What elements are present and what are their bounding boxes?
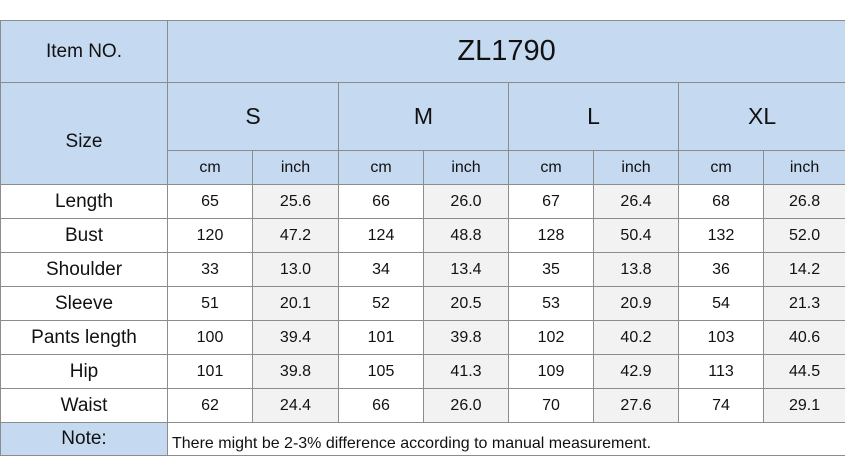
unit-row: cm inch cm inch cm inch cm inch xyxy=(1,150,845,185)
measure-value: 101 xyxy=(167,354,253,389)
measure-value: 41.3 xyxy=(423,354,509,389)
measure-row: Shoulder 33 13.0 34 13.4 35 13.8 36 14.2 xyxy=(0,252,845,287)
size-label: Size xyxy=(0,82,168,185)
measure-value: 33 xyxy=(167,252,253,287)
measure-value: 13.4 xyxy=(423,252,509,287)
item-label: Item NO. xyxy=(0,20,168,83)
size-header: L xyxy=(508,82,679,151)
measure-value: 54 xyxy=(678,286,764,321)
item-number: ZL1790 xyxy=(166,20,845,83)
measure-row: Bust 120 47.2 124 48.8 128 50.4 132 52.0 xyxy=(0,218,845,253)
measure-value: 52.0 xyxy=(762,218,845,253)
measure-value: 100 xyxy=(167,320,253,355)
unit-header: inch xyxy=(762,150,845,185)
measure-value: 20.1 xyxy=(252,286,339,321)
measure-value: 26.0 xyxy=(423,388,509,423)
measure-value: 65 xyxy=(167,184,253,219)
measure-value: 102 xyxy=(508,320,594,355)
measure-value: 39.8 xyxy=(252,354,339,389)
size-row: Size S M L XL xyxy=(0,82,845,185)
measure-value: 26.8 xyxy=(762,184,845,219)
size-chart: Item NO. ZL1790 Size S M L XL cm inch cm inch cm i… xyxy=(0,20,845,456)
measure-row: Length 65 25.6 66 26.0 67 26.4 68 26.8 xyxy=(0,184,845,219)
measure-value: 39.4 xyxy=(252,320,339,355)
measure-value: 52 xyxy=(338,286,424,321)
table-body: Item NO. ZL1790 Size S M L XL cm inch cm inch cm i… xyxy=(0,20,845,456)
measure-value: 44.5 xyxy=(762,354,845,389)
measure-row: Hip 101 39.8 105 41.3 109 42.9 113 44.5 xyxy=(0,354,845,389)
note-row: Note: There might be 2-3% difference acco… xyxy=(0,422,845,456)
measure-value: 24.4 xyxy=(252,388,339,423)
measure-value: 42.9 xyxy=(593,354,679,389)
measure-value: 124 xyxy=(338,218,424,253)
measure-row: Sleeve 51 20.1 52 20.5 53 20.9 54 21.3 xyxy=(0,286,845,321)
measure-value: 66 xyxy=(338,388,424,423)
measure-value: 74 xyxy=(678,388,764,423)
measure-name: Bust xyxy=(0,218,168,253)
measure-value: 26.0 xyxy=(423,184,509,219)
measure-name: Length xyxy=(0,184,168,219)
measure-value: 34 xyxy=(338,252,424,287)
measure-row: Waist 62 24.4 66 26.0 70 27.6 74 29.1 xyxy=(0,388,845,423)
size-header: M xyxy=(338,82,509,151)
measure-value: 67 xyxy=(508,184,594,219)
measure-value: 70 xyxy=(508,388,594,423)
measure-value: 51 xyxy=(167,286,253,321)
measure-name: Shoulder xyxy=(0,252,168,287)
measure-value: 20.5 xyxy=(423,286,509,321)
measure-value: 27.6 xyxy=(593,388,679,423)
unit-header: inch xyxy=(252,150,339,185)
measure-value: 29.1 xyxy=(762,388,845,423)
unit-header: inch xyxy=(593,150,679,185)
measure-value: 35 xyxy=(508,252,594,287)
measure-value: 101 xyxy=(338,320,424,355)
measure-value: 128 xyxy=(508,218,594,253)
measure-value: 25.6 xyxy=(252,184,339,219)
unit-header: inch xyxy=(423,150,509,185)
measure-value: 105 xyxy=(338,354,424,389)
measure-value: 132 xyxy=(678,218,764,253)
measure-value: 40.6 xyxy=(762,320,845,355)
measure-value: 13.8 xyxy=(593,252,679,287)
measure-name: Pants length xyxy=(0,320,168,355)
measure-value: 109 xyxy=(508,354,594,389)
measure-value: 53 xyxy=(508,286,594,321)
measure-value: 20.9 xyxy=(593,286,679,321)
measure-name: Waist xyxy=(0,388,168,423)
measure-value: 50.4 xyxy=(593,218,679,253)
measure-value: 47.2 xyxy=(252,218,339,253)
measure-value: 66 xyxy=(338,184,424,219)
unit-header: cm xyxy=(167,150,253,185)
size-header: XL xyxy=(677,82,845,151)
measure-value: 40.2 xyxy=(593,320,679,355)
measure-value: 14.2 xyxy=(762,252,845,287)
measure-value: 103 xyxy=(678,320,764,355)
measure-value: 36 xyxy=(678,252,764,287)
unit-header: cm xyxy=(338,150,424,185)
size-header: S xyxy=(167,82,339,151)
measure-value: 21.3 xyxy=(762,286,845,321)
measure-name: Sleeve xyxy=(0,286,168,321)
measure-value: 120 xyxy=(167,218,253,253)
measure-value: 113 xyxy=(678,354,764,389)
measure-value: 62 xyxy=(167,388,253,423)
note-text: There might be 2-3% difference according… xyxy=(166,422,845,456)
measure-value: 13.0 xyxy=(252,252,339,287)
measure-value: 26.4 xyxy=(593,184,679,219)
measure-value: 48.8 xyxy=(423,218,509,253)
unit-header: cm xyxy=(508,150,594,185)
item-row: Item NO. ZL1790 xyxy=(0,20,845,83)
unit-header: cm xyxy=(678,150,764,185)
measure-name: Hip xyxy=(0,354,168,389)
note-label: Note: xyxy=(0,422,168,456)
measure-row: Pants length 100 39.4 101 39.8 102 40.2 103 40.6 xyxy=(0,320,845,355)
measure-value: 68 xyxy=(678,184,764,219)
measure-value: 39.8 xyxy=(423,320,509,355)
